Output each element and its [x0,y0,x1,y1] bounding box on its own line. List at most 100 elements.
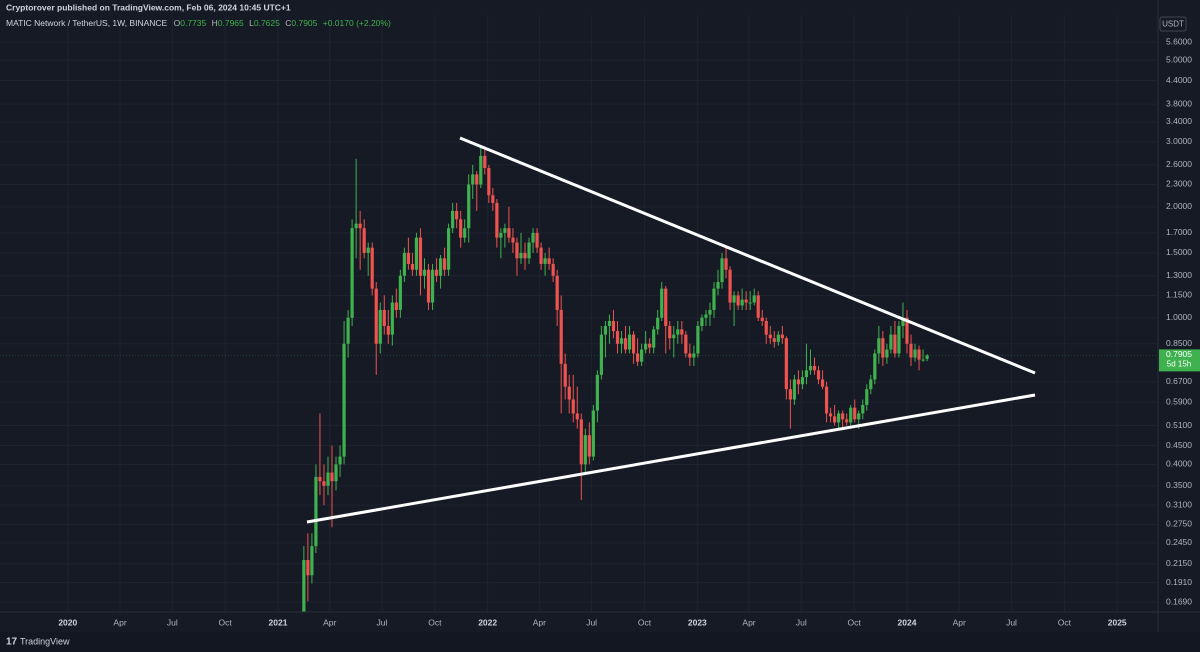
candle-body [543,258,547,264]
candle-body [531,232,535,243]
trendlines [306,136,1036,524]
time-tick-label: Apr [323,617,336,627]
publisher-line: Cryptorover published on TradingView.com… [6,2,291,12]
price-tick-label: 3.4000 [1166,116,1192,126]
price-axis-labels: 5.6000 5.0000 4.4000 3.8000 3.4000 3.0000 2.60… [1166,36,1192,606]
candle-body [599,334,604,375]
candle-body [575,413,579,420]
time-axis-labels: 2020 Apr Jul Oct 2021 Apr Jul Oct 2022 Apr Jul Oct 2… [58,617,1127,627]
candle-body [527,242,531,259]
candle-body [849,407,853,423]
candle-body [873,353,877,380]
candle-body [728,269,732,303]
candle-body [901,317,905,326]
candle-body [664,288,668,326]
candle-body [322,481,326,486]
price-tick-label: 1.3000 [1166,270,1192,280]
brand-logo: 17 [6,637,18,648]
candle-body [302,560,306,612]
candle-body [354,223,358,229]
price-tick-label: 0.8500 [1166,338,1192,348]
candle-body [684,334,688,354]
grid [0,15,1158,612]
price-tick-label: 0.2150 [1166,558,1192,568]
candle-body [905,317,909,344]
candle-body [736,295,740,306]
candle-body [820,379,825,387]
candle-body [567,386,571,400]
time-tick-label: Oct [848,617,862,627]
ohlc-key: O [174,18,181,28]
candle-body [776,334,780,342]
candle-body [635,353,640,362]
candle-body [680,329,684,335]
candle-body [374,288,378,344]
candle-body [515,242,519,259]
time-tick-label: Apr [742,617,755,627]
candle-body [800,377,805,385]
candle-body [764,320,768,335]
candle-body [712,288,716,310]
candle-body [881,338,885,358]
candle-body [487,167,491,196]
candle-body [760,317,764,321]
candle-body [788,389,792,400]
candle-body [587,435,591,457]
candle-body [583,435,587,465]
candle-body [306,560,310,576]
brand-name[interactable]: TradingView [20,636,70,646]
candle-body [720,258,724,283]
candle-body [756,295,760,318]
time-tick-label: Apr [533,617,546,627]
candle-body [877,338,881,354]
candle-body [382,309,386,326]
candle-body [824,386,829,414]
candle-body [696,325,700,354]
candle-body [511,237,515,243]
candle-body [865,389,869,405]
candle-body [841,413,845,420]
candle-body [318,476,322,482]
candle-body [579,419,583,465]
symbol[interactable]: MATIC Network / TetherUS, 1W, BINANCE [6,18,168,28]
candle-body [921,359,925,361]
candle-body [623,338,628,350]
candle-body [410,263,415,270]
price-tick-label: 0.1690 [1166,596,1192,606]
candle-body [607,320,612,326]
price-tick-label: 3.8000 [1166,98,1192,108]
candle-body [857,413,861,420]
ohlc-key: L [249,18,254,28]
candle-body [378,309,382,344]
candle-body [909,343,913,358]
time-tick-label: Apr [953,617,966,627]
candle-body [804,370,809,378]
candle-body [539,247,543,264]
currency-box[interactable] [1159,16,1187,32]
candle-body [358,223,362,229]
footer-bar [0,632,1200,652]
candle-body [326,472,330,486]
ohlc-key: C [285,18,291,28]
time-tick-label: Oct [1058,617,1072,627]
candle-body [740,299,744,306]
candle-body [744,299,748,303]
ohlc-key: H [212,18,218,28]
candle-body [792,379,797,400]
candle-body [640,349,644,362]
time-tick-label: Oct [428,617,442,627]
candle-body [853,407,857,420]
candle-body [724,258,728,270]
currency[interactable]: USDT [1162,20,1184,29]
candle-body [422,269,427,276]
candle-body [475,174,479,185]
bar-countdown: 5d 15h [1167,359,1191,368]
candle-body [893,334,897,354]
price-tick-label: 0.6700 [1166,376,1192,386]
price-tick-label: 3.0000 [1166,136,1192,146]
candle-body [370,247,374,289]
candle-body [447,228,451,270]
candle-body [314,476,318,547]
candle-body [471,174,475,185]
